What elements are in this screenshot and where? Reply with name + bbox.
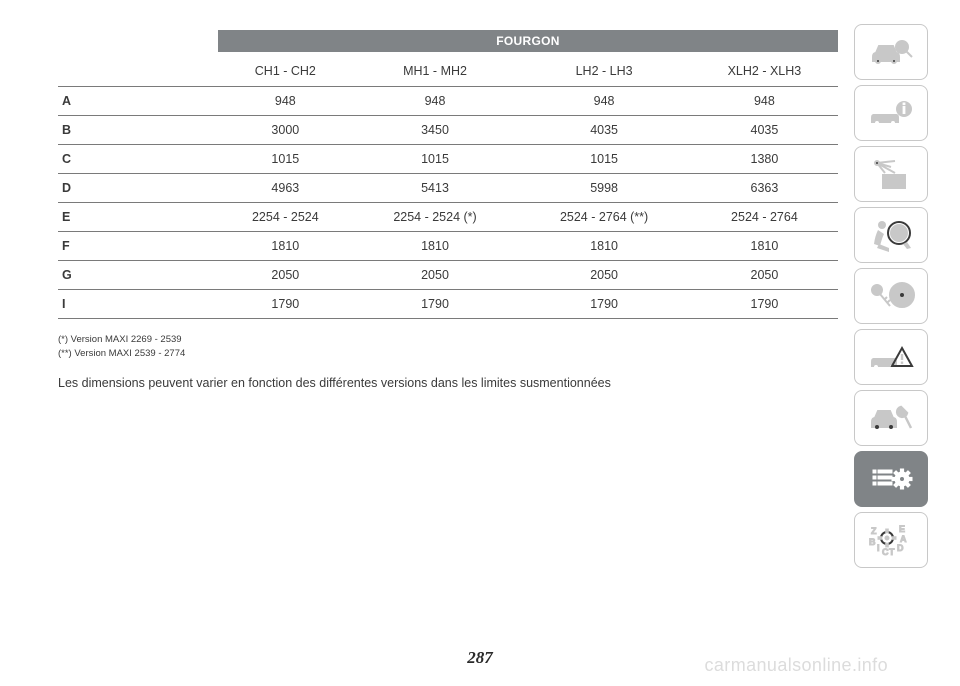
cell: 1810 [218,232,353,261]
cell: 1810 [691,232,838,261]
cell: 6363 [691,174,838,203]
svg-text:I: I [877,543,880,553]
cell: 2050 [353,261,518,290]
sidebar-item-car-search[interactable] [854,24,928,80]
row-label: I [58,290,218,319]
table-row: D4963541359986363 [58,174,838,203]
cell: 2254 - 2524 (*) [353,203,518,232]
table-column-headers: CH1 - CH2 MH1 - MH2 LH2 - LH3 XLH2 - XLH… [58,58,838,87]
cell: 5998 [517,174,690,203]
row-label: C [58,145,218,174]
cell: 1810 [353,232,518,261]
col-header: LH2 - LH3 [517,58,690,87]
row-label: A [58,87,218,116]
footnotes: (*) Version MAXI 2269 - 2539 (**) Versio… [58,333,838,362]
sidebar-item-airbag[interactable] [854,207,928,263]
cell: 1790 [517,290,690,319]
sidebar-item-list-gear[interactable] [854,451,928,507]
table-row: G2050205020502050 [58,261,838,290]
cell: 1015 [353,145,518,174]
cell: 948 [517,87,690,116]
section-sidebar: Z B I C T D A E [854,24,928,568]
content-area: FOURGON CH1 - CH2 MH1 - MH2 LH2 - LH3 XL… [58,30,838,390]
cell: 948 [691,87,838,116]
table-row: A948948948948 [58,87,838,116]
cell: 3000 [218,116,353,145]
car-info-icon [867,94,915,132]
svg-text:A: A [900,534,907,544]
sidebar-item-car-warning[interactable] [854,329,928,385]
airbag-icon [867,216,915,254]
car-warning-icon [867,338,915,376]
cell: 2050 [691,261,838,290]
table-body: A948948948948B3000345040354035C101510151… [58,87,838,319]
svg-text:T: T [889,547,895,557]
svg-text:Z: Z [871,526,877,536]
svg-text:C: C [882,547,889,557]
dimensions-table: CH1 - CH2 MH1 - MH2 LH2 - LH3 XLH2 - XLH… [58,58,838,319]
col-header: MH1 - MH2 [353,58,518,87]
col-header [58,58,218,87]
cell: 1810 [517,232,690,261]
cell: 2050 [218,261,353,290]
cell: 4035 [517,116,690,145]
cell: 1790 [691,290,838,319]
cell: 2524 - 2764 [691,203,838,232]
row-label: G [58,261,218,290]
page: FOURGON CH1 - CH2 MH1 - MH2 LH2 - LH3 XL… [0,0,960,686]
table-row: E2254 - 25242254 - 2524 (*)2524 - 2764 (… [58,203,838,232]
cell: 4035 [691,116,838,145]
car-search-icon [867,33,915,71]
table-row: F1810181018101810 [58,232,838,261]
cell: 1015 [218,145,353,174]
row-label: B [58,116,218,145]
col-header: CH1 - CH2 [218,58,353,87]
indicator-mail-icon [867,155,915,193]
table-row: C1015101510151380 [58,145,838,174]
table-header-bar-row: FOURGON [58,30,838,52]
cell: 948 [353,87,518,116]
cell: 948 [218,87,353,116]
svg-text:D: D [897,543,904,553]
body-note: Les dimensions peuvent varier en fonctio… [58,376,838,390]
cell: 1790 [218,290,353,319]
row-label: E [58,203,218,232]
cell: 2524 - 2764 (**) [517,203,690,232]
svg-text:E: E [899,524,905,534]
sidebar-item-abc-gear[interactable]: Z B I C T D A E [854,512,928,568]
row-label: D [58,174,218,203]
row-label: F [58,232,218,261]
sidebar-item-key-steering[interactable] [854,268,928,324]
sidebar-item-car-wrench[interactable] [854,390,928,446]
table-row: I1790179017901790 [58,290,838,319]
footnote-2: (**) Version MAXI 2539 - 2774 [58,347,838,361]
cell: 1015 [517,145,690,174]
svg-text:B: B [869,537,876,547]
col-header: XLH2 - XLH3 [691,58,838,87]
cell: 5413 [353,174,518,203]
list-gear-icon [867,460,915,498]
sidebar-item-car-info[interactable] [854,85,928,141]
page-number: 287 [0,648,960,668]
cell: 2254 - 2524 [218,203,353,232]
cell: 1380 [691,145,838,174]
table-row: B3000345040354035 [58,116,838,145]
cell: 3450 [353,116,518,145]
cell: 4963 [218,174,353,203]
car-wrench-icon [867,399,915,437]
footnote-1: (*) Version MAXI 2269 - 2539 [58,333,838,347]
cell: 1790 [353,290,518,319]
abc-gear-icon: Z B I C T D A E [867,521,915,559]
key-steering-icon [867,277,915,315]
cell: 2050 [517,261,690,290]
header-spacer [58,30,208,52]
sidebar-item-indicator-mail[interactable] [854,146,928,202]
table-title-bar: FOURGON [218,30,838,52]
